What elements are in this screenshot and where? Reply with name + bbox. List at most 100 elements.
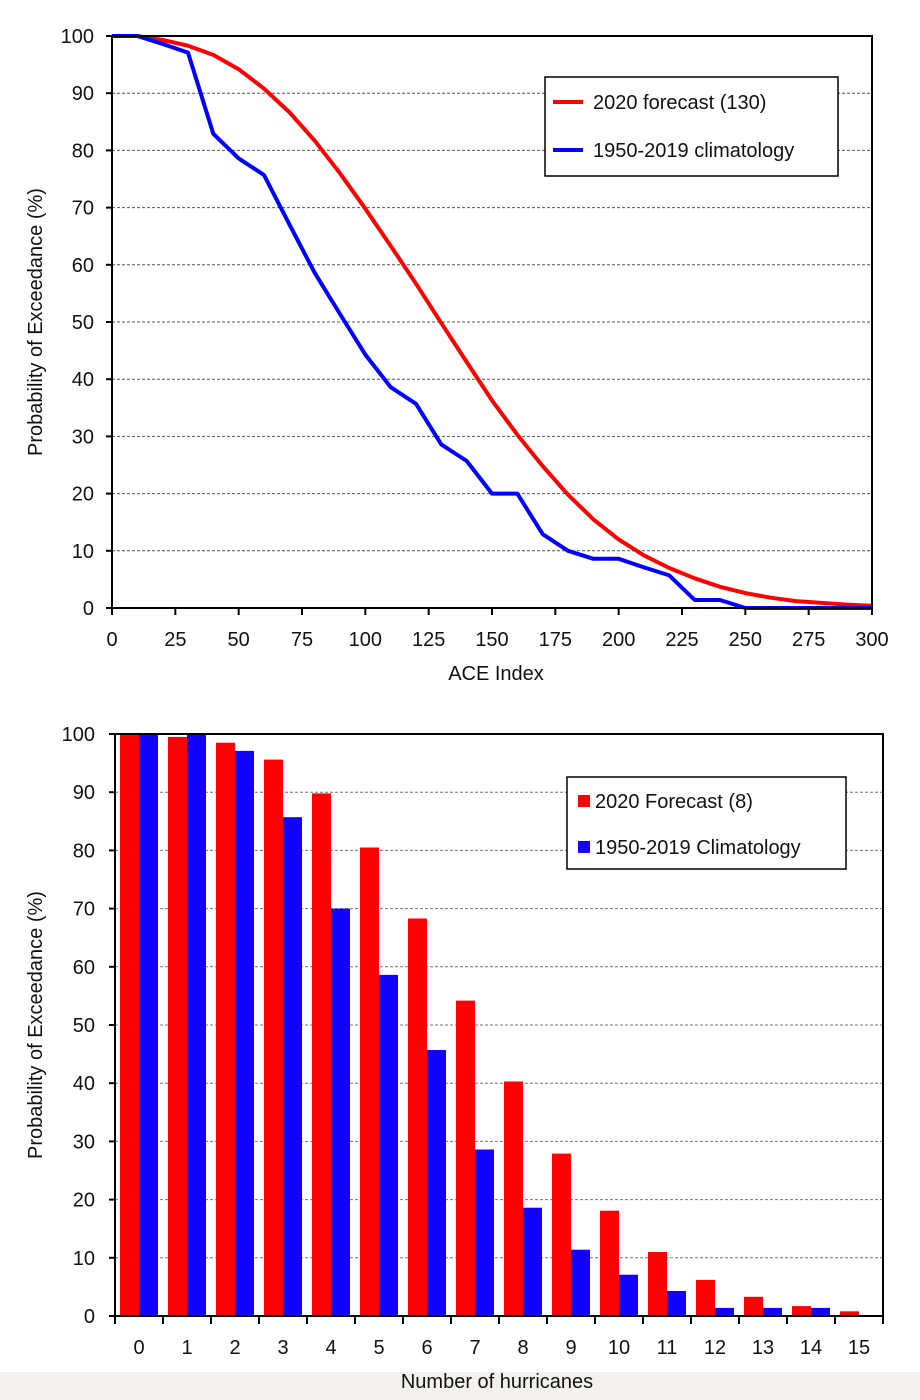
ace-y-tick-label: 10 (72, 541, 94, 563)
ace-x-tick-label: 150 (475, 629, 508, 651)
ace-y-tick-label: 90 (72, 83, 94, 105)
hurricane-y-tick-label: 60 (73, 957, 95, 979)
ace-x-tick-label: 200 (602, 629, 635, 651)
ace-y-tick-label: 40 (72, 369, 94, 391)
hurricane-y-tick-label: 70 (73, 899, 95, 921)
hurricane-y-tick-label: 80 (73, 840, 95, 862)
hurricane-climatology-bar (667, 1291, 686, 1316)
hurricane-climatology-bar (427, 1050, 446, 1316)
hurricane-forecast-bar (216, 742, 235, 1316)
hurricane-x-tick-label: 2 (229, 1337, 240, 1359)
hurricane-x-tick-label: 9 (565, 1337, 576, 1359)
hurricane-y-tick-label: 90 (73, 782, 95, 804)
hurricane-forecast-bar (840, 1311, 859, 1316)
hurricane-x-tick-label: 4 (325, 1337, 336, 1359)
hurricane-forecast-bar (696, 1279, 715, 1316)
ace-y-tick-label: 20 (72, 484, 94, 506)
hurricane-x-tick-label: 12 (704, 1337, 726, 1359)
ace-x-axis-ticks: 0 25 50 75 100 125 150 175 200 225 250 275 300 (106, 608, 889, 651)
ace-x-tick-label: 0 (106, 629, 117, 651)
hurricane-forecast-bar (120, 734, 139, 1316)
hurricane-x-tick-label: 8 (517, 1337, 528, 1359)
hurricane-x-tick-label: 1 (181, 1337, 192, 1359)
ace-x-tick-label: 125 (412, 629, 445, 651)
hurricane-x-tick-label: 13 (752, 1337, 774, 1359)
ace-plot-frame (111, 35, 873, 609)
ace-forecast-line (112, 34, 873, 608)
hurricane-climatology-bar (475, 1149, 494, 1316)
ace-y-tick-label: 0 (83, 598, 94, 620)
hurricane-legend-box (566, 776, 847, 870)
hurricane-x-tick-label: 6 (421, 1337, 432, 1359)
hurricane-forecast-bar (264, 759, 283, 1316)
hurricane-y-tick-label: 20 (73, 1190, 95, 1212)
ace-legend: 2020 forecast (130) 1950-2019 climatolog… (544, 76, 839, 177)
ace-legend-box (544, 76, 839, 177)
hurricane-x-tick-label: 7 (469, 1337, 480, 1359)
hurricane-y-tick-label: 0 (84, 1306, 95, 1328)
ace-y-tick-label: 30 (72, 426, 94, 448)
hurricane-legend: 2020 Forecast (8) 1950-2019 Climatology (566, 776, 847, 870)
hurricane-y-tick-label: 40 (73, 1073, 95, 1095)
ace-y-tick-label: 80 (72, 140, 94, 162)
hurricane-climatology-bar (523, 1207, 542, 1316)
hurricane-forecast-bar (168, 736, 187, 1316)
hurricane-x-tick-label: 0 (133, 1337, 144, 1359)
hurricane-plot-frame (114, 733, 884, 1317)
hurricane-y-tick-label: 50 (73, 1015, 95, 1037)
hurricane-bars (120, 734, 859, 1316)
hurricane-forecast-bar (792, 1306, 811, 1316)
hurricane-forecast-bar (504, 1081, 523, 1316)
hurricane-x-tick-label: 14 (800, 1337, 822, 1359)
hurricane-y-tick-label: 10 (73, 1248, 95, 1270)
hurricane-climatology-bar (715, 1307, 734, 1316)
ace-y-tick-label: 60 (72, 255, 94, 277)
ace-legend-label-climatology: 1950-2019 climatology (593, 140, 794, 162)
hurricane-forecast-bar (648, 1252, 667, 1316)
hurricane-y-axis-title: Probability of Exceedance (%) (25, 891, 47, 1159)
hurricane-x-tick-label: 11 (657, 1337, 678, 1359)
hurricane-climatology-bar (139, 734, 158, 1316)
hurricane-forecast-bar (552, 1153, 571, 1316)
ace-x-tick-label: 250 (729, 629, 762, 651)
hurricane-climatology-bar (571, 1249, 590, 1316)
hurricane-climatology-bar (619, 1274, 638, 1316)
hurricane-forecast-bar (312, 793, 331, 1316)
hurricane-climatology-bar (763, 1307, 782, 1316)
ace-x-tick-label: 225 (665, 629, 698, 651)
hurricane-y-axis-ticks: 0 10 20 30 40 50 60 70 80 90 100 (62, 724, 115, 1328)
ace-exceedance-chart: 0 10 20 30 40 50 60 70 80 90 100 0 25 50 75 100 125 150 1… (25, 26, 889, 685)
ace-x-tick-label: 275 (792, 629, 825, 651)
hurricane-x-axis-title: Number of hurricanes (401, 1371, 593, 1393)
ace-x-tick-label: 300 (855, 629, 888, 651)
ace-legend-label-forecast: 2020 forecast (130) (593, 92, 766, 114)
ace-x-tick-label: 25 (164, 629, 186, 651)
ace-x-tick-label: 175 (539, 629, 572, 651)
hurricane-x-tick-label: 10 (608, 1337, 630, 1359)
hurricane-forecast-bar (600, 1210, 619, 1316)
hurricane-x-tick-label: 15 (848, 1337, 870, 1359)
ace-y-axis-ticks: 0 10 20 30 40 50 60 70 80 90 100 (61, 26, 112, 620)
hurricane-x-tick-label: 3 (277, 1337, 288, 1359)
ace-x-tick-label: 75 (291, 629, 313, 651)
hurricane-climatology-bar (379, 974, 398, 1316)
ace-y-axis-title: Probability of Exceedance (%) (25, 188, 47, 456)
hurricane-legend-label-climatology: 1950-2019 Climatology (595, 837, 801, 859)
ace-y-tick-label: 100 (61, 26, 94, 48)
hurricane-climatology-bar (331, 908, 350, 1316)
ace-x-tick-label: 100 (349, 629, 382, 651)
hurricane-climatology-bar (811, 1307, 830, 1316)
ace-y-tick-label: 70 (72, 198, 94, 220)
hurricane-x-axis-ticks: 0 1 2 3 4 5 6 7 8 9 10 11 12 13 14 15 (114, 1316, 884, 1359)
ace-x-tick-label: 50 (228, 629, 250, 651)
hurricane-x-tick-label: 5 (373, 1337, 384, 1359)
hurricane-forecast-bar (408, 918, 427, 1316)
ace-y-tick-label: 50 (72, 312, 94, 334)
hurricane-legend-label-forecast: 2020 Forecast (8) (595, 791, 753, 813)
hurricane-climatology-bar (235, 750, 254, 1316)
hurricane-y-tick-label: 100 (62, 724, 95, 746)
ace-x-axis-title: ACE Index (448, 663, 544, 685)
hurricane-forecast-bar (744, 1296, 763, 1316)
hurricane-y-tick-label: 30 (73, 1131, 95, 1153)
